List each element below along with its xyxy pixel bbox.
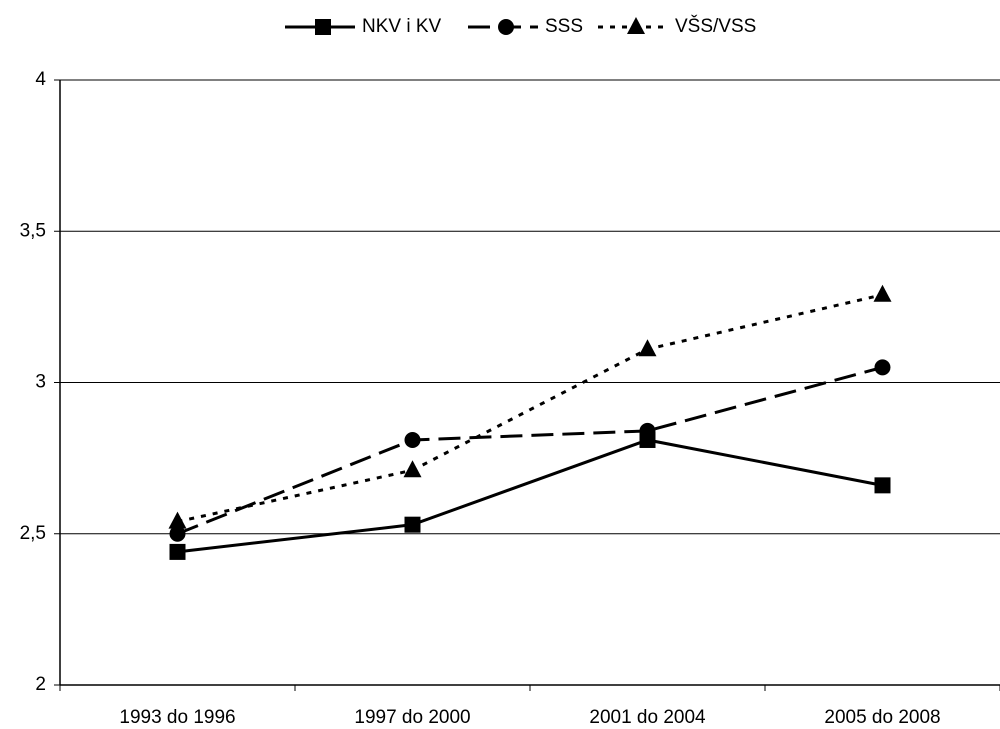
marker [874,359,891,376]
marker [874,477,891,494]
y-tick-label: 2,5 [20,523,46,544]
marker [873,284,892,302]
y-tick-label: 3 [35,372,46,393]
x-tick-label: 1993 do 1996 [119,707,235,728]
series-line [176,365,883,536]
marker [498,19,514,35]
marker [403,460,422,478]
marker [627,17,645,34]
x-tick-label: 2001 do 2004 [589,707,706,728]
marker [315,19,331,35]
legend-label: NKV i KV [362,16,442,37]
series-line [177,438,883,554]
marker [638,339,657,357]
legend-label: SSS [545,16,583,37]
x-tick-label: 2005 do 2008 [824,707,940,728]
marker [168,511,187,529]
marker [404,516,421,533]
marker [639,422,656,439]
series-line [177,293,883,524]
marker [169,543,186,560]
x-tick-label: 1997 do 2000 [354,707,470,728]
y-tick-label: 2 [35,674,46,695]
legend-label: VŠS/VSS [675,15,756,37]
y-tick-label: 4 [35,69,46,90]
marker [404,431,421,448]
marker [169,525,186,542]
y-tick-label: 3,5 [20,220,46,241]
